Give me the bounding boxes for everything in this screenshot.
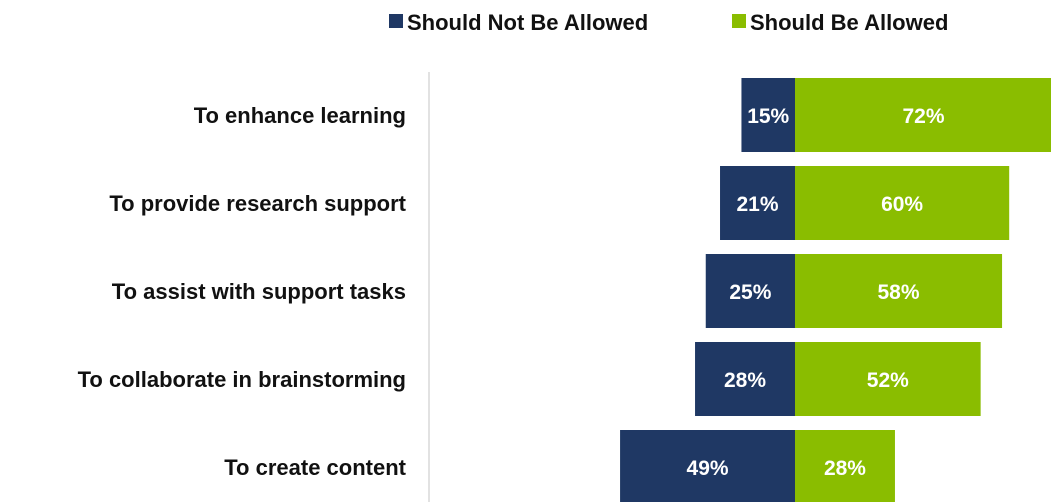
legend-label-should-not-be-allowed: Should Not Be Allowed bbox=[407, 10, 648, 35]
bar-should-be-allowed-to-collaborate-in-brainstorming bbox=[795, 342, 981, 416]
bar-should-not-be-allowed-to-enhance-learning bbox=[741, 78, 795, 152]
data-label-should-not-be-allowed-to-provide-research-support: 21% bbox=[736, 193, 778, 216]
data-label-should-not-be-allowed-to-enhance-learning: 15% bbox=[747, 105, 789, 128]
data-label-should-be-allowed-to-enhance-learning: 72% bbox=[903, 105, 945, 128]
category-label-to-enhance-learning: To enhance learning bbox=[194, 103, 406, 128]
data-label-should-not-be-allowed-to-assist-with-support-tasks: 25% bbox=[729, 281, 771, 304]
data-label-should-not-be-allowed-to-collaborate-in-brainstorming: 28% bbox=[724, 369, 766, 392]
data-label-should-not-be-allowed-to-create-content: 49% bbox=[687, 457, 729, 480]
bar-should-not-be-allowed-to-create-content bbox=[620, 430, 795, 502]
bar-should-be-allowed-to-enhance-learning bbox=[795, 78, 1051, 152]
bar-should-not-be-allowed-to-assist-with-support-tasks bbox=[705, 254, 795, 328]
data-label-should-be-allowed-to-provide-research-support: 60% bbox=[881, 193, 923, 216]
bar-should-be-allowed-to-create-content bbox=[795, 430, 895, 502]
legend-swatch-should-not-be-allowed bbox=[389, 14, 403, 28]
category-label-to-assist-with-support-tasks: To assist with support tasks bbox=[112, 279, 406, 304]
category-label-to-provide-research-support: To provide research support bbox=[109, 191, 406, 216]
bar-should-not-be-allowed-to-collaborate-in-brainstorming bbox=[695, 342, 795, 416]
data-label-should-be-allowed-to-assist-with-support-tasks: 58% bbox=[878, 281, 920, 304]
category-label-to-collaborate-in-brainstorming: To collaborate in brainstorming bbox=[78, 367, 406, 392]
category-label-to-create-content: To create content bbox=[224, 455, 406, 480]
data-label-should-be-allowed-to-create-content: 28% bbox=[824, 457, 866, 480]
legend: Should Not Be Allowed Should Be Allowed bbox=[389, 10, 948, 35]
bar-should-be-allowed-to-assist-with-support-tasks bbox=[795, 254, 1003, 328]
data-label-should-be-allowed-to-collaborate-in-brainstorming: 52% bbox=[867, 369, 909, 392]
bar-should-be-allowed-to-provide-research-support bbox=[795, 166, 1010, 240]
legend-swatch-should-be-allowed bbox=[732, 14, 746, 28]
legend-label-should-be-allowed: Should Be Allowed bbox=[750, 10, 948, 35]
category-labels: To enhance learning To provide research s… bbox=[78, 103, 407, 480]
bar-should-not-be-allowed-to-provide-research-support bbox=[720, 166, 795, 240]
bars: 15% 72% 21% 60% 25% 58% 28% 52% 49% 28% bbox=[620, 78, 1051, 502]
